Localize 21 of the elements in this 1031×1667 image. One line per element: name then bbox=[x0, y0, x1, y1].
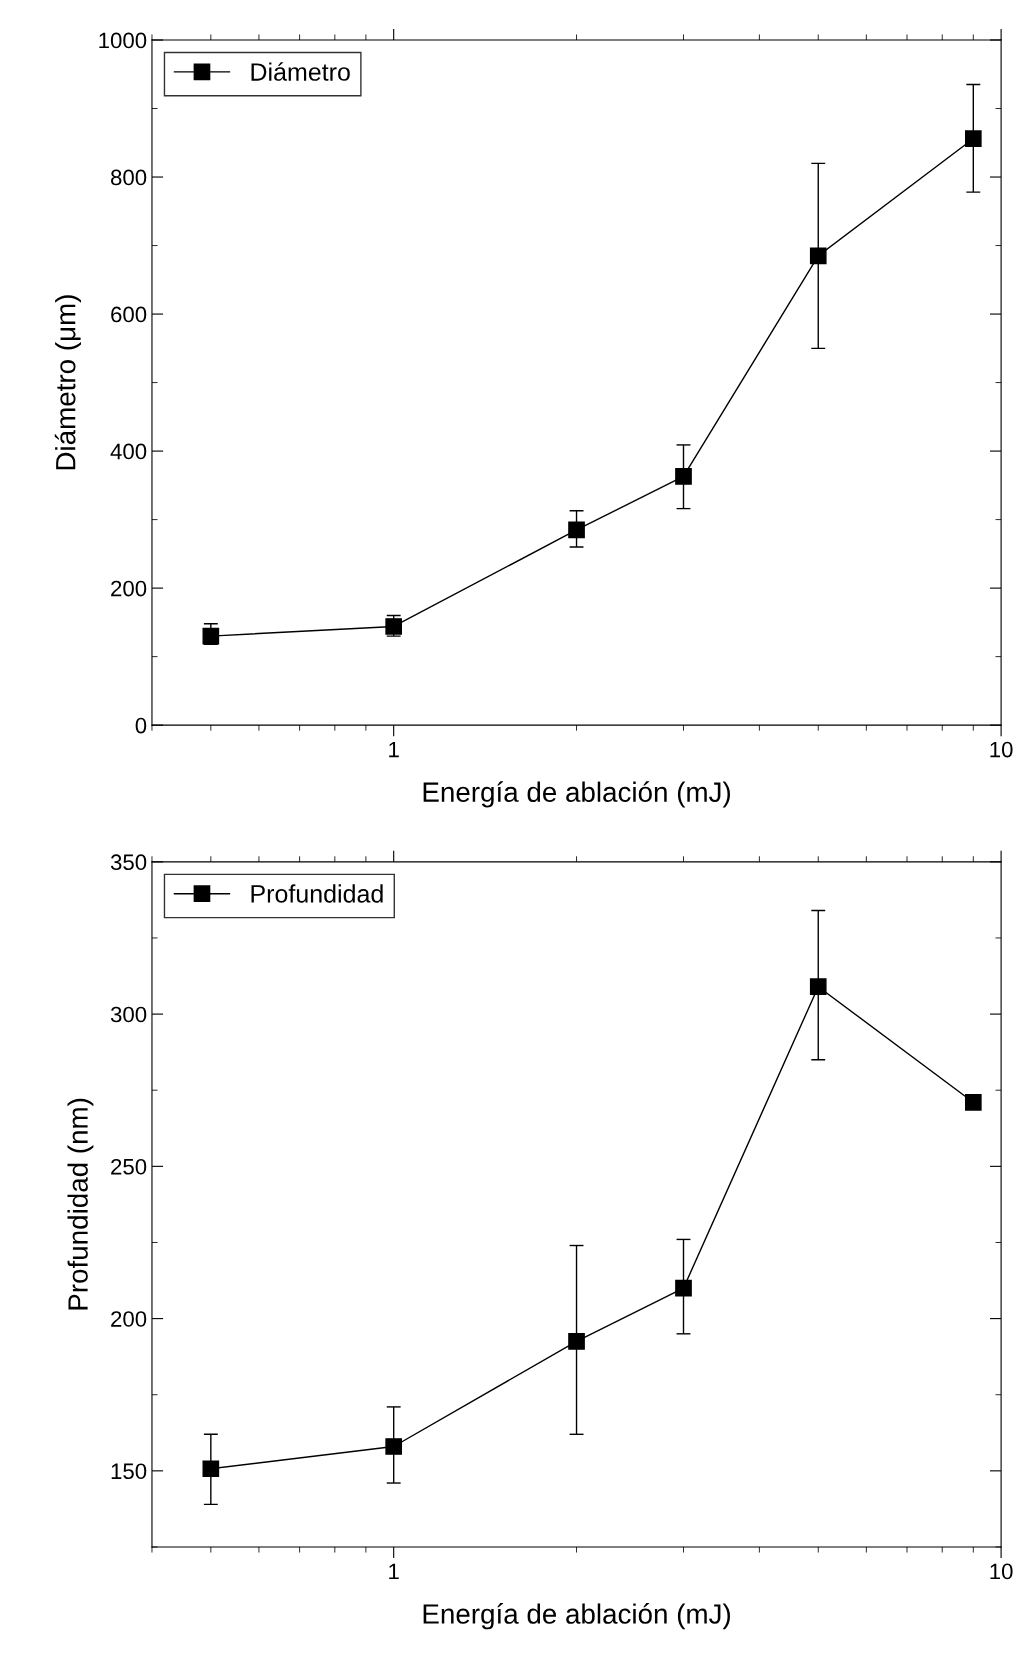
y-tick-label: 800 bbox=[111, 169, 147, 186]
y-tick-label: 600 bbox=[111, 306, 147, 323]
legend-label: Profundidad bbox=[251, 884, 383, 903]
y-tick-label: 200 bbox=[111, 580, 147, 597]
y-tick-label: 200 bbox=[111, 1311, 147, 1327]
legend-label: Diámetro bbox=[251, 62, 350, 81]
x-axis-title: Energía de ablación (mJ) bbox=[423, 1603, 730, 1630]
y-tick-label: 0 bbox=[135, 717, 147, 734]
y-tick-label: 1000 bbox=[99, 32, 147, 49]
x-tick-label: 10 bbox=[990, 741, 1013, 758]
x-tick-label: 10 bbox=[990, 1563, 1013, 1580]
y-tick-label: 400 bbox=[110, 443, 147, 460]
y-tick-label: 250 bbox=[111, 1158, 147, 1175]
x-axis-title: Energía de ablación (mJ) bbox=[423, 781, 730, 808]
x-tick-label: 1 bbox=[389, 1563, 399, 1580]
x-tick-label: 1 bbox=[389, 741, 399, 758]
y-tick-label: 300 bbox=[110, 1006, 147, 1023]
y-axis-title: Profundidad (nm) bbox=[67, 1098, 94, 1310]
y-tick-label: 350 bbox=[110, 854, 147, 871]
y-tick-label: 150 bbox=[111, 1463, 147, 1480]
y-axis-title: Diámetro (μm) bbox=[54, 295, 81, 470]
